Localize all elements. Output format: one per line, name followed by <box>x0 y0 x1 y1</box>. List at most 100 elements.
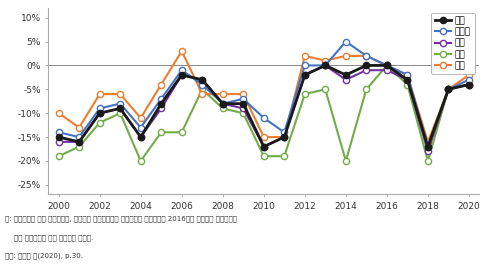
국내 <box>405 78 410 81</box>
Line: 수도권: 수도권 <box>56 38 472 150</box>
국내 <box>302 73 308 77</box>
영남 <box>179 49 184 53</box>
영남 <box>425 140 431 143</box>
수도권 <box>179 69 184 72</box>
충청 <box>302 73 308 77</box>
충청 <box>322 64 328 67</box>
호남 <box>302 92 308 96</box>
수도권 <box>241 97 246 100</box>
영남 <box>445 88 451 91</box>
영남 <box>363 54 369 58</box>
수도권 <box>363 54 369 58</box>
호남 <box>343 159 349 163</box>
수도권 <box>445 88 451 91</box>
호남 <box>405 83 410 86</box>
국내 <box>138 136 144 139</box>
충청 <box>179 73 184 77</box>
호남 <box>425 159 431 163</box>
국내 <box>445 88 451 91</box>
충청 <box>363 69 369 72</box>
영남 <box>384 64 390 67</box>
Legend: 국내, 수도권, 충청, 호남, 영남: 국내, 수도권, 충청, 호남, 영남 <box>431 13 475 74</box>
국내 <box>179 73 184 77</box>
호남 <box>261 154 267 158</box>
호남 <box>179 131 184 134</box>
충청 <box>138 136 144 139</box>
호남 <box>241 112 246 115</box>
영남 <box>199 92 205 96</box>
국내 <box>220 102 226 105</box>
영남 <box>466 73 472 77</box>
호남 <box>199 88 205 91</box>
충청 <box>261 145 267 148</box>
영남 <box>56 112 61 115</box>
충청 <box>56 140 61 143</box>
수도권 <box>199 83 205 86</box>
수도권 <box>158 97 164 100</box>
충청 <box>97 112 103 115</box>
호남 <box>76 145 82 148</box>
Line: 영남: 영남 <box>56 48 472 145</box>
수도권 <box>220 102 226 105</box>
충청 <box>425 150 431 153</box>
수도권 <box>261 116 267 120</box>
호남 <box>117 112 123 115</box>
수도권 <box>56 131 61 134</box>
수도권 <box>425 145 431 148</box>
호남 <box>466 83 472 86</box>
국내 <box>117 107 123 110</box>
수도권 <box>302 64 308 67</box>
수도권 <box>384 64 390 67</box>
영남 <box>322 59 328 62</box>
Line: 국내: 국내 <box>56 62 472 150</box>
호남 <box>56 154 61 158</box>
영남 <box>97 92 103 96</box>
국내 <box>363 64 369 67</box>
충청 <box>117 107 123 110</box>
호남 <box>220 107 226 110</box>
수도권 <box>117 102 123 105</box>
충청 <box>241 107 246 110</box>
Text: 따른 초미세먼지 농도 변화율을 제시함.: 따른 초미세먼지 농도 변화율을 제시함. <box>5 234 93 241</box>
영남 <box>302 54 308 58</box>
호남 <box>138 159 144 163</box>
충청 <box>445 88 451 91</box>
국내 <box>425 145 431 148</box>
호남 <box>363 88 369 91</box>
충청 <box>199 78 205 81</box>
국내 <box>56 136 61 139</box>
국내 <box>281 136 287 139</box>
영남 <box>138 116 144 120</box>
충청 <box>281 136 287 139</box>
수도권 <box>138 126 144 129</box>
국내 <box>76 140 82 143</box>
호남 <box>445 88 451 91</box>
Text: 자료: 이승민 외(2020), p.30.: 자료: 이승민 외(2020), p.30. <box>5 253 83 259</box>
호남 <box>281 154 287 158</box>
충청 <box>405 78 410 81</box>
국내 <box>97 112 103 115</box>
국내 <box>241 102 246 105</box>
영남 <box>281 136 287 139</box>
호남 <box>158 131 164 134</box>
Text: 주: 「미세먼지 관리 종합계획」, 「권역별 대기환경관리 기본계획」 기준연도인 2016년을 기준으로 기상변화에: 주: 「미세먼지 관리 종합계획」, 「권역별 대기환경관리 기본계획」 기준연… <box>5 215 237 222</box>
충청 <box>220 102 226 105</box>
충청 <box>343 78 349 81</box>
국내 <box>261 145 267 148</box>
영남 <box>220 92 226 96</box>
영남 <box>117 92 123 96</box>
국내 <box>322 64 328 67</box>
국내 <box>466 83 472 86</box>
수도권 <box>322 64 328 67</box>
국내 <box>384 64 390 67</box>
국내 <box>199 78 205 81</box>
호남 <box>97 121 103 124</box>
국내 <box>158 102 164 105</box>
국내 <box>343 73 349 77</box>
수도권 <box>281 131 287 134</box>
수도권 <box>466 78 472 81</box>
충청 <box>466 83 472 86</box>
영남 <box>76 126 82 129</box>
수도권 <box>405 73 410 77</box>
충청 <box>158 107 164 110</box>
